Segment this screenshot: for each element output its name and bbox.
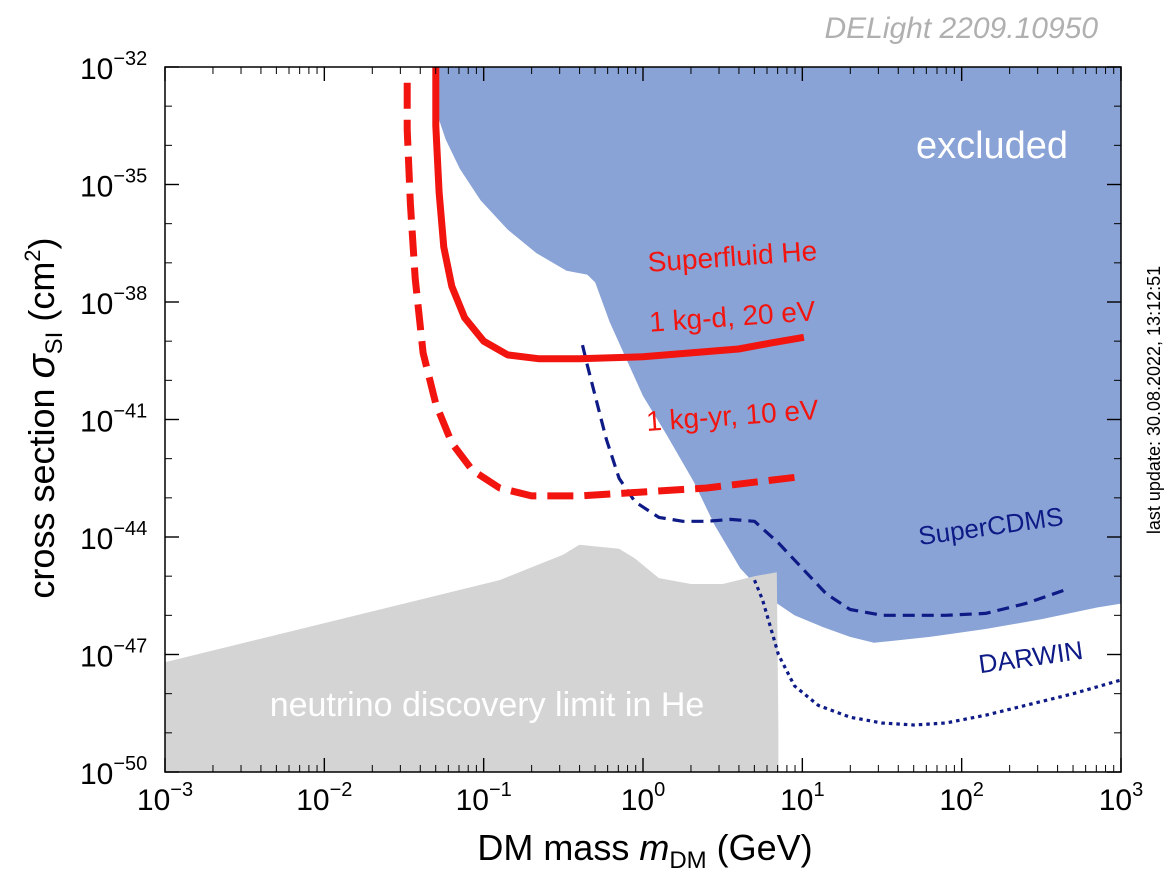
x-tick-label: 10−1 [456,779,512,817]
x-axis-label-post: (GeV) [707,827,813,868]
x-tick-label-base: 10 [296,784,329,817]
annotation-darwin: DARWIN [977,635,1085,679]
region-excluded [435,67,1121,643]
y-axis-label-post: ) [21,237,62,249]
last-update-note: last update: 30.08.2022, 13:12:51 [1144,266,1164,534]
y-tick-label-base: 10 [80,171,113,204]
regions-layer [165,67,1121,772]
region-neutrino-discovery-limit-in-he [165,544,779,772]
y-tick-label-base: 10 [80,641,113,674]
y-tick-label: 10−35 [80,166,147,204]
y-tick-label-exponent: −38 [113,283,147,305]
y-tick-label-base: 10 [80,53,113,86]
y-tick-label: 10−32 [80,48,147,86]
y-axis-label-var: σ [19,352,63,378]
y-tick-label-exponent: −50 [113,753,147,775]
series-supercdms [580,344,1066,617]
y-tick-label-base: 10 [80,758,113,791]
y-tick-label: 10−47 [80,636,147,674]
y-tick-label-exponent: −41 [113,401,147,423]
x-axis-label-var: m [639,827,669,868]
y-tick-label: 10−44 [80,518,147,556]
tick-labels-layer: 10−3 10−2 10−1 100 101 102 10310−5010−4710−441… [80,48,1143,817]
annotation-excluded: excluded [916,125,1068,167]
x-axis-label-pre: DM mass [477,827,639,868]
y-tick-label: 10−38 [80,283,147,321]
x-tick-label: 101 [780,779,825,817]
series-layer [403,67,1122,727]
chart-title: DELight 2209.10950 [824,12,1098,45]
series-superfluid-he-1-kg-d-20-ev [432,67,805,363]
x-tick-label: 10−3 [137,779,193,817]
y-axis-label-mid: (cm [21,262,62,332]
y-tick-label-base: 10 [80,406,113,439]
x-tick-label-base: 10 [939,784,972,817]
x-tick-label-base: 10 [137,784,170,817]
y-axis-label: cross section σSI (cm2) [19,237,68,598]
x-axis-label-sub: DM [669,847,706,870]
x-tick-label-exponent: 0 [654,779,665,801]
x-tick-label-base: 10 [456,784,489,817]
y-tick-label-exponent: −32 [113,48,147,70]
x-tick-label-exponent: −3 [170,779,193,801]
y-tick-label-base: 10 [80,523,113,556]
x-tick-label-exponent: −2 [330,779,353,801]
x-tick-label-base: 10 [1099,784,1132,817]
series-darwin [753,579,1122,727]
x-tick-label: 103 [1099,779,1144,817]
ticks-layer [164,66,1122,773]
x-tick-label: 10−2 [296,779,352,817]
y-axis-label-pre: cross section [21,378,62,598]
y-tick-label: 10−41 [80,401,147,439]
x-tick-label: 102 [939,779,984,817]
x-axis-label: DM mass mDM (GeV) [477,827,812,870]
x-tick-label-exponent: −1 [489,779,512,801]
x-tick-label-exponent: 2 [973,779,984,801]
x-tick-label-exponent: 3 [1132,779,1143,801]
x-tick-label-exponent: 1 [813,779,824,801]
y-axis-label-sup: 2 [20,249,45,261]
annotation-neutrino-discovery-limit-in-he: neutrino discovery limit in He [270,686,705,724]
x-tick-label: 100 [621,779,666,817]
x-tick-label-base: 10 [621,784,654,817]
x-tick-label-base: 10 [780,784,813,817]
y-tick-label-exponent: −44 [113,518,147,540]
y-tick-label-exponent: −35 [113,166,147,188]
y-tick-label-exponent: −47 [113,636,147,658]
y-axis-label-sub: SI [41,332,68,355]
y-tick-label-base: 10 [80,288,113,321]
y-tick-label: 10−50 [80,753,147,791]
